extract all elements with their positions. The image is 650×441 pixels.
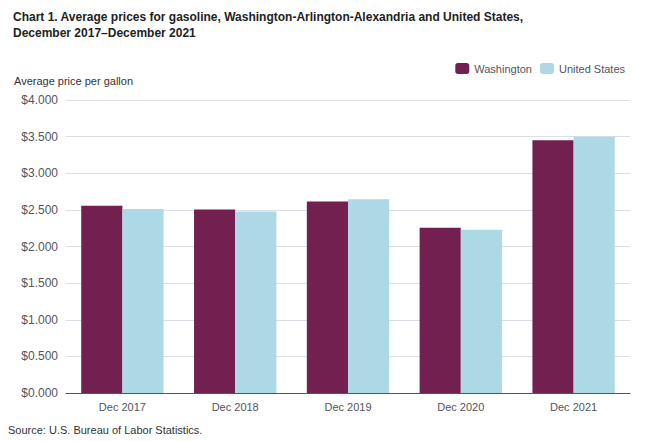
svg-text:Chart 1. Average prices for ga: Chart 1. Average prices for gasoline, Wa…: [13, 10, 523, 24]
svg-text:$1.000: $1.000: [21, 313, 58, 327]
svg-text:Washington: Washington: [474, 63, 532, 75]
svg-text:$3.000: $3.000: [21, 166, 58, 180]
svg-text:$2.000: $2.000: [21, 240, 58, 254]
svg-text:Dec 2017: Dec 2017: [99, 401, 146, 413]
svg-text:Average price per gallon: Average price per gallon: [14, 75, 133, 87]
svg-text:$0.000: $0.000: [21, 386, 58, 400]
svg-text:December 2017–December 2021: December 2017–December 2021: [13, 26, 196, 40]
svg-text:$2.500: $2.500: [21, 203, 58, 217]
svg-text:Source: U.S. Bureau of Labor S: Source: U.S. Bureau of Labor Statistics.: [8, 424, 202, 436]
svg-text:United States: United States: [559, 63, 626, 75]
svg-text:Dec 2019: Dec 2019: [324, 401, 371, 413]
svg-text:$0.500: $0.500: [21, 349, 58, 363]
svg-text:Dec 2018: Dec 2018: [212, 401, 259, 413]
svg-text:Dec 2020: Dec 2020: [437, 401, 484, 413]
svg-text:$3.500: $3.500: [21, 130, 58, 144]
svg-text:$4.000: $4.000: [21, 93, 58, 107]
svg-text:Dec 2021: Dec 2021: [550, 401, 597, 413]
svg-text:$1.500: $1.500: [21, 276, 58, 290]
